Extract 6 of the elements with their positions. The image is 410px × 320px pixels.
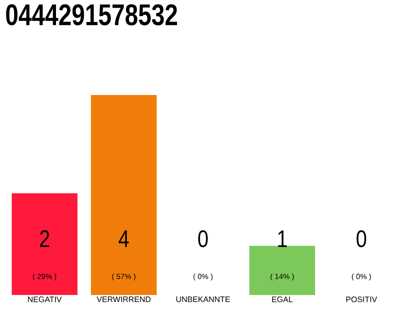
- chart-title: 0444291578532: [6, 4, 178, 26]
- annotation: 1: [278, 230, 287, 247]
- annotation: 0: [198, 230, 208, 248]
- annotation: 0: [356, 230, 366, 248]
- annotation: 2: [40, 230, 50, 247]
- annotation: 4: [118, 230, 129, 247]
